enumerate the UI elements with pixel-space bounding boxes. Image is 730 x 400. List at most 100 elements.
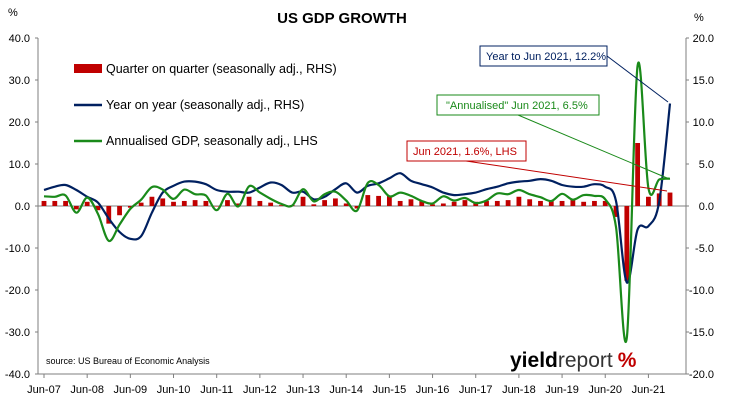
qoq-bar bbox=[538, 200, 543, 206]
left-axis-ticks: 40.0 30.0 20.0 10.0 0.0 -10.0 -20.0 -30.0 -40.0 bbox=[5, 33, 38, 381]
brand-logo: yieldreport% bbox=[510, 349, 637, 372]
x-tick-label: Jun-08 bbox=[70, 384, 104, 396]
left-tick-label: -40.0 bbox=[5, 369, 30, 381]
x-tick-label: Jun-13 bbox=[286, 384, 320, 396]
annualised-gdp-line bbox=[43, 61, 671, 343]
qoq-bar bbox=[73, 206, 79, 210]
x-tick-label: Jun-16 bbox=[416, 384, 450, 396]
qoq-bar bbox=[451, 201, 457, 206]
annotation-yoy-text: Year to Jun 2021, 12.2% bbox=[486, 51, 606, 63]
year-on-year-line bbox=[43, 103, 672, 284]
legend-label-qoq: Quarter on quarter (seasonally adj., RHS… bbox=[106, 62, 337, 76]
qoq-bar bbox=[235, 203, 241, 206]
qoq-bar bbox=[376, 195, 381, 206]
qoq-bar bbox=[613, 206, 619, 217]
right-tick-label: 20.0 bbox=[693, 33, 714, 45]
qoq-bar bbox=[106, 206, 112, 224]
chart-title: US GDP GROWTH bbox=[277, 10, 407, 27]
qoq-bar bbox=[149, 196, 155, 206]
qoq-bar bbox=[311, 204, 317, 206]
source-note: source: US Bureau of Economic Analysis bbox=[46, 356, 210, 366]
x-tick-label: Jun-07 bbox=[27, 384, 61, 396]
annotation-qoq-leader bbox=[465, 160, 668, 192]
qoq-bar bbox=[646, 196, 651, 206]
right-tick-label: -10.0 bbox=[689, 285, 714, 297]
qoq-bar bbox=[181, 200, 187, 206]
left-tick-label: 0.0 bbox=[15, 201, 30, 213]
annotation-qoq: Jun 2021, 1.6%, LHS bbox=[406, 140, 668, 192]
qoq-bar bbox=[365, 195, 371, 206]
right-tick-label: -20.0 bbox=[689, 369, 714, 381]
qoq-bar bbox=[52, 200, 58, 206]
qoq-bar bbox=[138, 202, 144, 206]
qoq-bar bbox=[117, 206, 122, 216]
qoq-bar bbox=[624, 206, 630, 281]
x-tick-label: Jun-10 bbox=[157, 384, 191, 396]
x-tick-label: Jun-14 bbox=[329, 384, 363, 396]
x-tick-label: Jun-12 bbox=[243, 384, 277, 396]
annotation-yoy: Year to Jun 2021, 12.2% bbox=[479, 45, 669, 103]
qoq-bar bbox=[160, 198, 166, 206]
qoq-bar bbox=[397, 200, 403, 206]
qoq-bar bbox=[408, 199, 414, 206]
right-tick-label: 0.0 bbox=[699, 201, 714, 213]
legend-label-yoy: Year on year (seasonally adj., RHS) bbox=[106, 98, 304, 112]
qoq-bar bbox=[343, 203, 349, 206]
right-tick-label: -5.0 bbox=[695, 243, 714, 255]
qoq-bar bbox=[246, 196, 252, 206]
qoq-bar bbox=[63, 200, 68, 206]
qoq-bar bbox=[494, 200, 500, 206]
qoq-bar bbox=[333, 198, 338, 206]
qoq-bar bbox=[527, 199, 533, 206]
qoq-bar bbox=[462, 200, 468, 206]
qoq-bar bbox=[559, 200, 565, 206]
right-tick-label: -15.0 bbox=[689, 327, 714, 339]
x-tick-label: Jun-15 bbox=[373, 384, 407, 396]
x-axis-ticks: Jun-07 Jun-08 Jun-09 Jun-10 Jun-11 Jun-12 Jun-… bbox=[27, 374, 665, 396]
qoq-bar bbox=[84, 201, 90, 206]
qoq-bar bbox=[635, 143, 641, 206]
qoq-bar bbox=[354, 206, 360, 209]
qoq-bar bbox=[667, 192, 673, 206]
qoq-bar bbox=[592, 200, 597, 206]
left-tick-label: -30.0 bbox=[5, 327, 30, 339]
right-tick-label: 5.0 bbox=[699, 159, 714, 171]
qoq-bar bbox=[214, 206, 220, 207]
left-axis-unit: % bbox=[8, 7, 18, 19]
qoq-bar bbox=[300, 196, 306, 206]
left-tick-label: -20.0 bbox=[5, 285, 30, 297]
qoq-bar bbox=[203, 200, 209, 206]
qoq-bar bbox=[95, 206, 101, 211]
qoq-bar bbox=[505, 200, 511, 206]
annotation-yoy-leader bbox=[606, 55, 669, 103]
annotation-qoq-text: Jun 2021, 1.6%, LHS bbox=[413, 146, 517, 158]
legend-swatch-qoq bbox=[74, 64, 102, 73]
legend-label-annualised: Annualised GDP, seasonally adj., LHS bbox=[106, 134, 318, 148]
qoq-bar bbox=[419, 200, 425, 206]
qoq-bar bbox=[41, 200, 47, 206]
qoq-bar bbox=[279, 205, 284, 206]
right-axis-unit: % bbox=[694, 12, 704, 24]
left-tick-label: 40.0 bbox=[9, 33, 30, 45]
qoq-bar bbox=[440, 203, 446, 206]
qoq-bar bbox=[570, 199, 576, 206]
qoq-bar bbox=[602, 200, 608, 206]
left-tick-label: -10.0 bbox=[5, 243, 30, 255]
qoq-bar bbox=[322, 200, 328, 206]
qoq-bar bbox=[257, 200, 263, 206]
qoq-bar bbox=[225, 200, 230, 206]
x-tick-label: Jun-09 bbox=[114, 384, 148, 396]
x-tick-label: Jun-20 bbox=[588, 384, 622, 396]
qoq-bar bbox=[484, 200, 489, 206]
x-tick-label: Jun-17 bbox=[459, 384, 493, 396]
x-tick-label: Jun-18 bbox=[502, 384, 536, 396]
qoq-bar bbox=[430, 204, 435, 206]
left-tick-label: 20.0 bbox=[9, 117, 30, 129]
x-tick-label: Jun-19 bbox=[545, 384, 579, 396]
qoq-bar bbox=[548, 200, 554, 206]
qoq-bar bbox=[581, 201, 587, 206]
qoq-bar bbox=[171, 201, 176, 206]
annotation-annualised: "Annualised" Jun 2021, 6.5% bbox=[436, 94, 668, 179]
right-axis-ticks: 20.0 15.0 10.0 5.0 0.0 -5.0 -10.0 -15.0 -20.0 bbox=[686, 33, 714, 381]
